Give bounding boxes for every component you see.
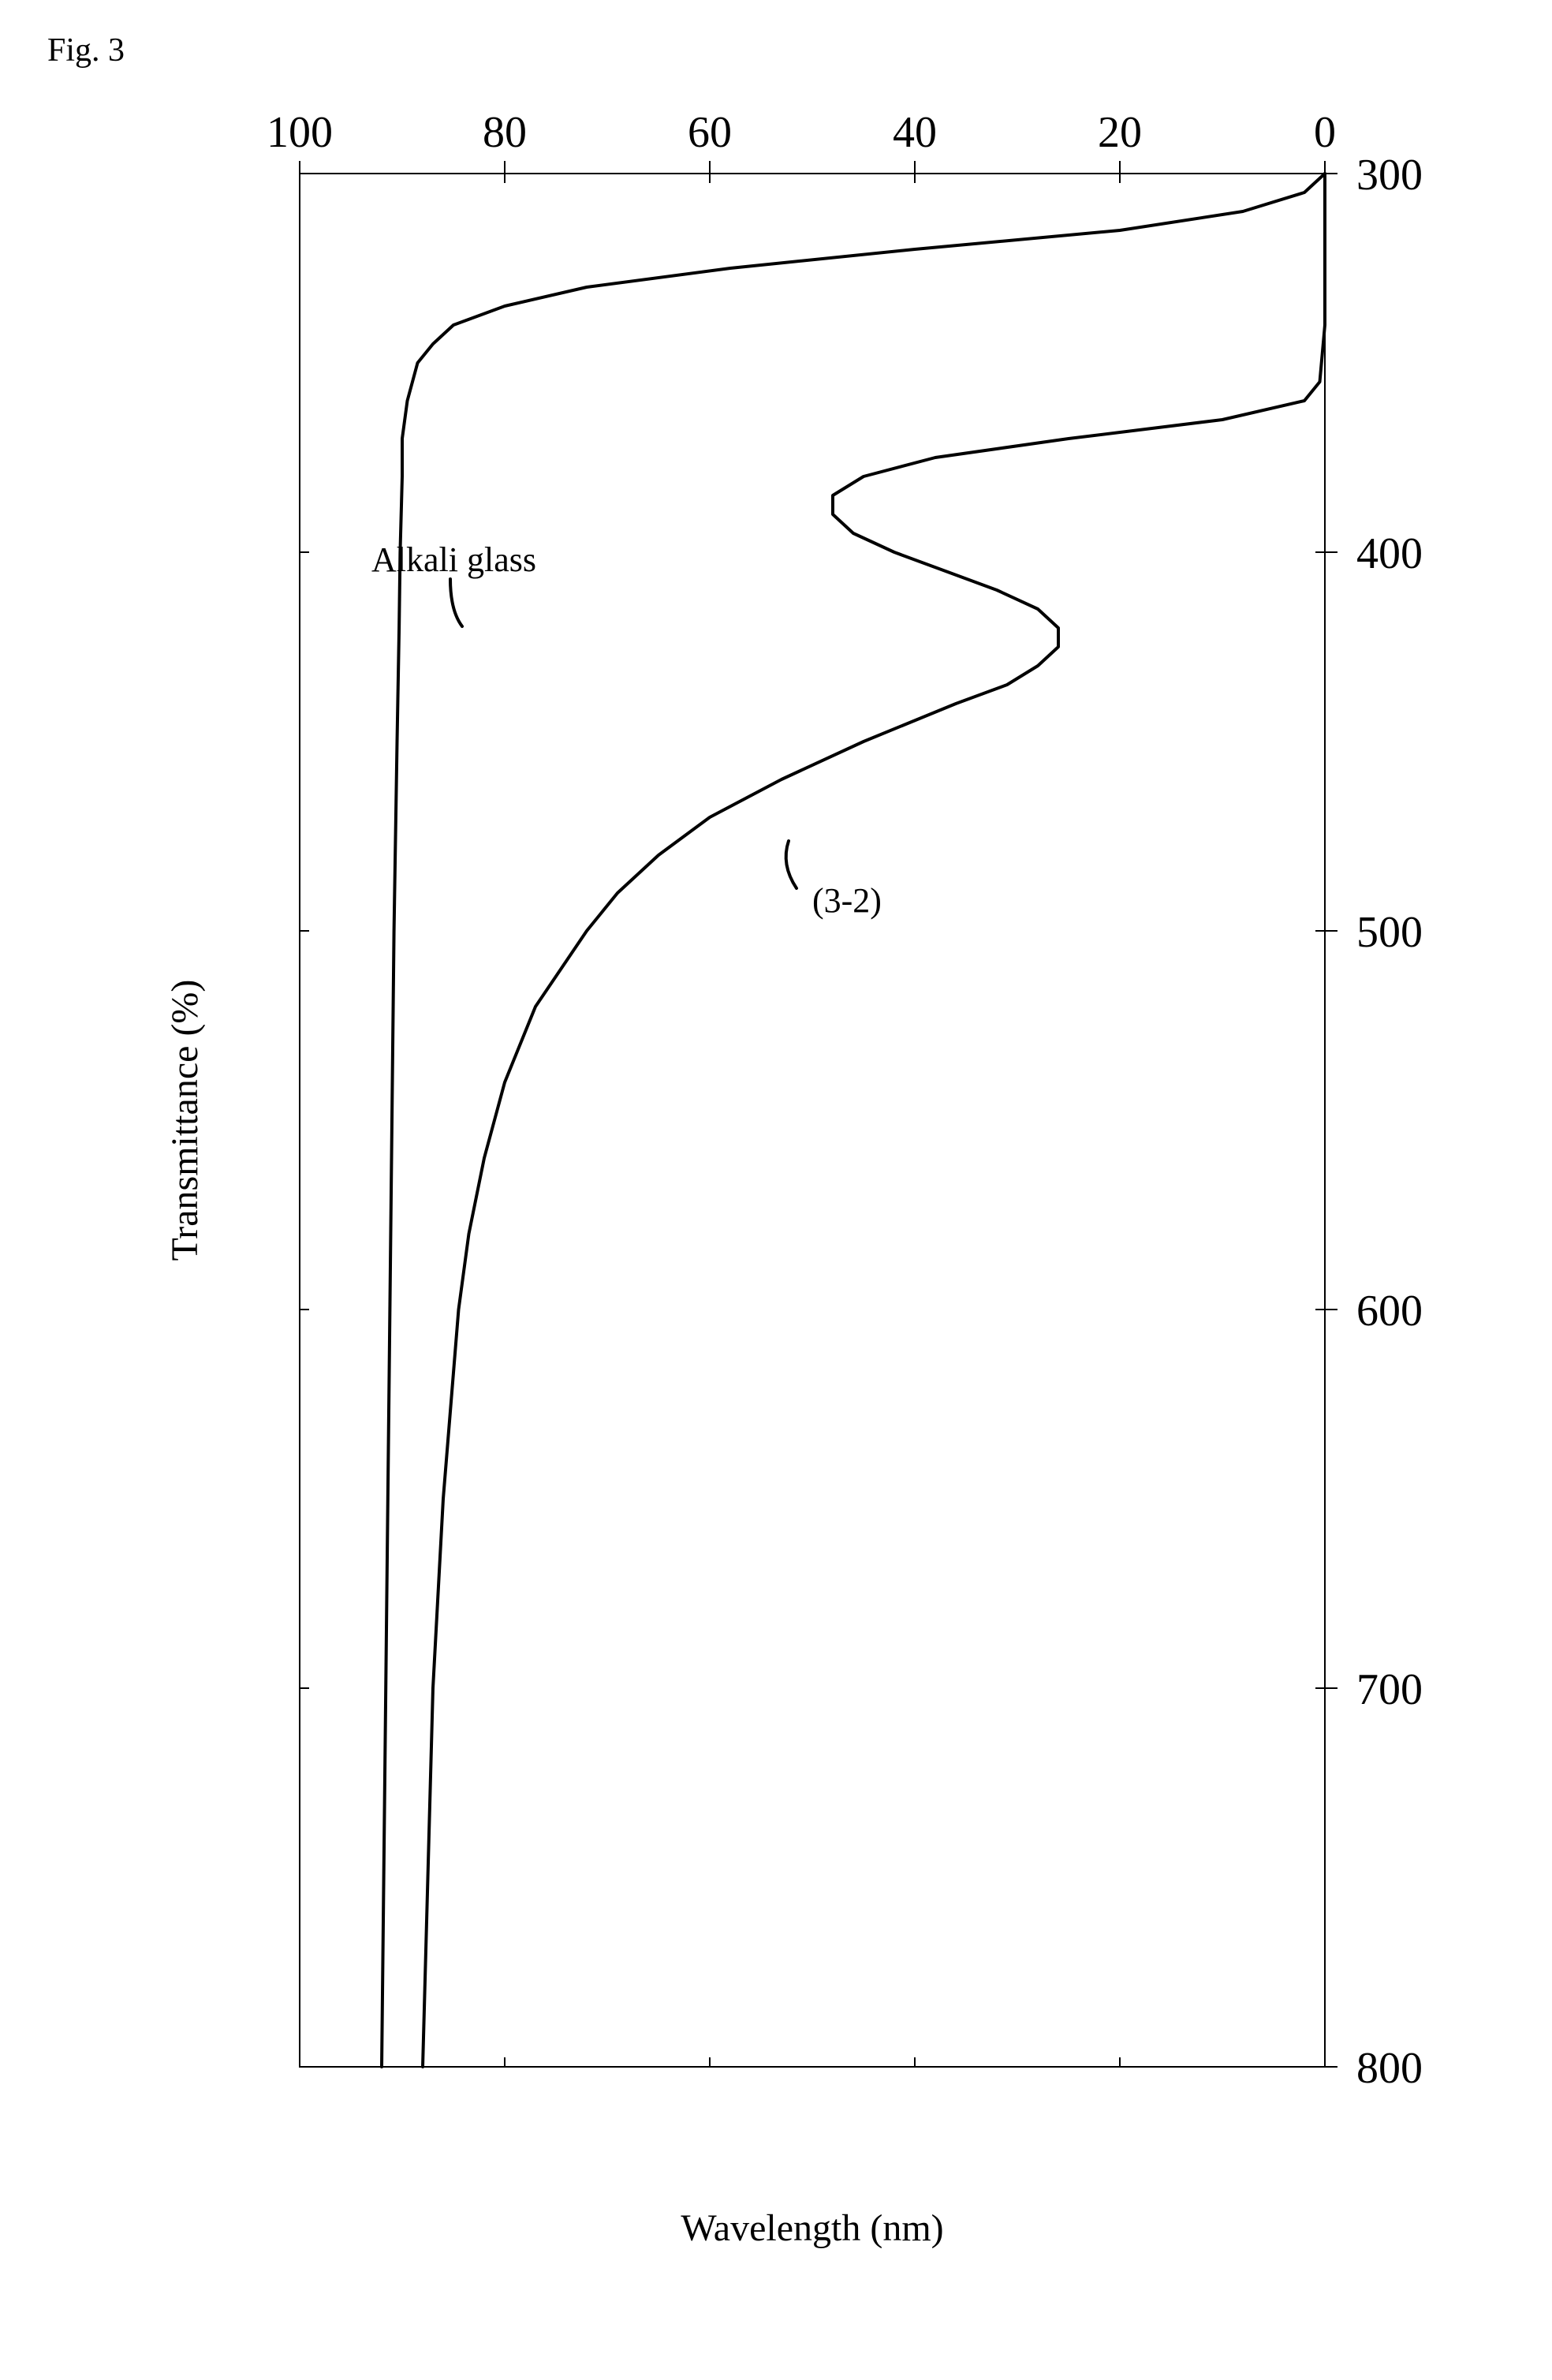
x-axis-ticks: 300 400 500 600 700 800 xyxy=(1315,151,1423,2093)
series-label-0: Alkali glass xyxy=(371,540,536,579)
curve-labels: Alkali glass (3-2) xyxy=(371,540,882,920)
plot-border xyxy=(300,174,1325,2067)
svg-text:800: 800 xyxy=(1356,2044,1423,2093)
transmittance-chart: 0 20 40 60 80 100 300 400 500 600 700 800 Waveleng… xyxy=(95,79,1483,2288)
svg-text:100: 100 xyxy=(267,108,333,157)
svg-text:0: 0 xyxy=(1314,108,1336,157)
series-label-1: (3-2) xyxy=(812,881,882,920)
svg-text:400: 400 xyxy=(1356,529,1423,578)
series-group xyxy=(382,174,1325,2067)
leader-line-0 xyxy=(450,579,462,626)
svg-text:60: 60 xyxy=(688,108,732,157)
svg-text:500: 500 xyxy=(1356,908,1423,957)
svg-text:300: 300 xyxy=(1356,151,1423,200)
x-axis-title: Wavelength (nm) xyxy=(681,2207,943,2249)
svg-text:20: 20 xyxy=(1098,108,1142,157)
chart-svg: 0 20 40 60 80 100 300 400 500 600 700 800 Waveleng… xyxy=(95,79,1483,2288)
svg-text:700: 700 xyxy=(1356,1665,1423,1714)
svg-text:80: 80 xyxy=(483,108,527,157)
svg-text:600: 600 xyxy=(1356,1287,1423,1336)
y-axis-title: Transmittance (%) xyxy=(164,980,206,1261)
series-line-1 xyxy=(423,174,1325,2067)
figure-label: Fig. 3 xyxy=(47,32,125,69)
svg-text:40: 40 xyxy=(893,108,937,157)
x-axis-ticks-left xyxy=(300,174,309,2067)
series-line-0 xyxy=(382,174,1325,2067)
y-axis-ticks: 0 20 40 60 80 100 xyxy=(267,108,1336,183)
y-axis-ticks-bottom xyxy=(300,2057,1325,2067)
leader-line-1 xyxy=(786,841,797,888)
